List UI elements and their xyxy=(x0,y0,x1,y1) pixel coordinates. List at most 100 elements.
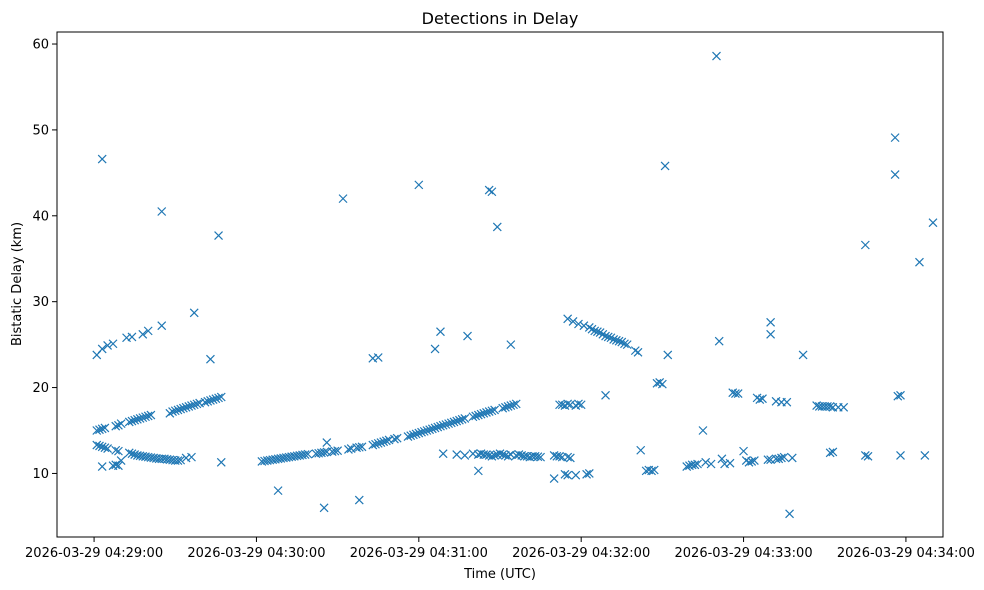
data-point xyxy=(373,353,383,362)
data-point xyxy=(698,426,708,435)
data-point xyxy=(563,452,573,462)
data-point xyxy=(143,326,153,336)
data-point xyxy=(116,456,126,465)
data-point xyxy=(601,390,610,400)
data-point xyxy=(206,396,215,405)
data-point xyxy=(300,450,310,459)
data-point xyxy=(176,404,186,414)
data-point xyxy=(896,450,905,460)
data-point xyxy=(425,425,435,435)
data-point xyxy=(427,424,437,434)
data-point xyxy=(584,323,594,332)
data-point xyxy=(744,457,754,467)
data-point xyxy=(555,451,564,461)
data-point xyxy=(487,451,497,461)
data-point xyxy=(484,185,494,195)
data-point xyxy=(165,408,175,418)
data-point xyxy=(216,457,226,467)
data-point xyxy=(609,335,619,344)
data-point xyxy=(330,446,340,456)
data-point xyxy=(417,427,426,437)
data-point xyxy=(111,445,121,455)
data-point xyxy=(176,455,186,465)
data-point xyxy=(373,438,383,448)
data-point xyxy=(354,495,364,505)
data-point xyxy=(444,419,454,429)
data-point xyxy=(333,446,343,456)
data-point xyxy=(731,389,740,398)
data-point xyxy=(322,438,332,447)
data-point xyxy=(839,402,849,412)
data-point xyxy=(576,400,586,410)
data-point xyxy=(766,317,776,327)
data-point xyxy=(928,218,938,228)
data-point xyxy=(755,395,765,405)
y-tick-label: 10 xyxy=(32,467,49,482)
data-point xyxy=(181,402,191,412)
data-point xyxy=(211,394,221,404)
data-point xyxy=(779,452,789,462)
data-point xyxy=(614,336,624,346)
data-point xyxy=(560,469,570,479)
data-point xyxy=(714,336,724,346)
data-point xyxy=(747,456,757,466)
data-point xyxy=(132,414,142,424)
data-point xyxy=(563,314,573,324)
data-point xyxy=(647,466,656,476)
y-tick-label: 60 xyxy=(32,38,49,53)
data-point xyxy=(438,449,448,459)
data-point xyxy=(860,240,870,250)
data-point xyxy=(371,439,380,449)
data-point xyxy=(514,450,524,459)
plot-area-frame xyxy=(56,31,944,538)
data-point xyxy=(446,418,456,428)
data-point xyxy=(766,329,776,339)
data-point xyxy=(896,390,905,400)
chart-title: Detections in Delay xyxy=(422,9,579,28)
data-point xyxy=(200,397,210,407)
data-point xyxy=(97,154,107,164)
data-point xyxy=(146,410,156,420)
data-point xyxy=(178,403,188,413)
data-point xyxy=(787,453,797,463)
data-point xyxy=(344,444,353,454)
data-point xyxy=(739,446,748,456)
data-point xyxy=(611,335,621,345)
data-point xyxy=(392,433,402,443)
data-point xyxy=(595,328,605,338)
data-point xyxy=(108,339,118,349)
data-point xyxy=(436,421,445,431)
data-point xyxy=(655,377,665,387)
data-point xyxy=(473,466,483,476)
data-point xyxy=(187,401,196,411)
data-point xyxy=(706,459,716,469)
data-point xyxy=(509,400,518,410)
data-point xyxy=(506,340,516,350)
data-point xyxy=(141,412,150,422)
data-point xyxy=(319,503,329,513)
data-point xyxy=(533,452,543,462)
data-point xyxy=(657,379,667,389)
data-point xyxy=(124,417,134,427)
data-point xyxy=(138,329,148,339)
data-point xyxy=(587,324,597,334)
y-tick-label: 20 xyxy=(32,381,49,396)
data-point xyxy=(828,447,838,457)
data-point xyxy=(574,399,583,409)
data-point xyxy=(511,399,521,409)
data-point xyxy=(733,389,743,398)
x-tick-label: 2026-03-29 04:29:00 xyxy=(25,546,163,561)
data-point xyxy=(127,449,137,459)
data-point xyxy=(449,417,459,427)
y-axis-ticks: 10 20 30 40 50 60 xyxy=(32,38,57,482)
data-point xyxy=(390,434,399,444)
data-point xyxy=(633,347,643,357)
data-point xyxy=(170,406,180,416)
data-point xyxy=(592,327,602,337)
data-point xyxy=(114,461,123,471)
data-point xyxy=(620,339,629,349)
data-point xyxy=(863,451,873,461)
data-point xyxy=(777,453,786,463)
data-point xyxy=(127,332,137,342)
data-point xyxy=(574,319,583,329)
